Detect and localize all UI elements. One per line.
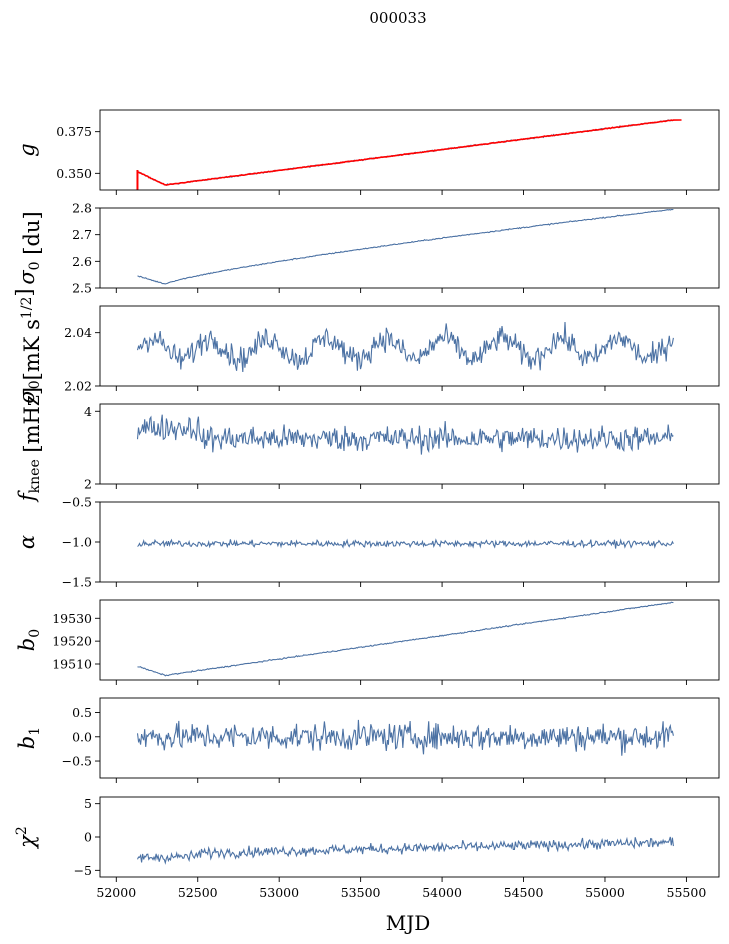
figure-title: 000033: [369, 9, 426, 27]
x-tick-label: 53500: [341, 885, 381, 900]
y-axis-label: α: [15, 535, 39, 549]
panel-alpha: −1.5 −1.0 −0.5 α: [15, 495, 720, 590]
panel-fknee: 2 4 fknee [mHz]: [15, 387, 720, 503]
x-tick-label: 54000: [422, 885, 462, 900]
y-tick-label: −0.5: [62, 495, 92, 510]
series-line-fknee: [136, 414, 674, 455]
series-line-chi2: [136, 836, 674, 865]
panel-sigma0_mK: 2.02 2.04 σ0[mK s1/2]: [12, 288, 720, 404]
axes-frame: [99, 599, 720, 681]
series-line-g-fit: [137, 119, 682, 186]
series-line-alpha: [137, 538, 674, 549]
y-tick-label: 0.350: [56, 166, 92, 181]
series-line-sigma0_mK: [136, 321, 674, 373]
y-tick-label: 2.6: [72, 254, 92, 269]
y-tick-label: −5: [74, 863, 92, 878]
y-tick-label: 19520: [52, 634, 92, 649]
axes-frame: [99, 403, 720, 485]
y-axis-label: fknee [mHz]: [15, 387, 44, 503]
panel-chi2: −5 0 5 52000 52500 53000 53500 54000 54500 55000 5…: [14, 796, 720, 900]
y-axis-label: χ2: [14, 826, 39, 850]
x-tick-label: 55000: [585, 885, 625, 900]
y-tick-label: 2.02: [64, 379, 92, 394]
y-tick-label: 2.5: [72, 281, 92, 296]
y-axis-label: σ0 [du]: [15, 211, 44, 284]
y-tick-label: 2.04: [64, 325, 92, 340]
panel-g: 0.350 0.375 g: [15, 109, 720, 195]
panel-b0: 19510 19520 19530 b0: [15, 599, 720, 685]
panel-b1: −0.5 0.0 0.5 b1: [15, 697, 720, 783]
y-tick-label: 2.7: [72, 227, 92, 242]
y-tick-label: 2.8: [72, 201, 92, 216]
panel-sigma0_du: 2.5 2.6 2.7 2.8 σ0 [du]: [15, 201, 720, 296]
y-tick-label: 5: [84, 796, 92, 811]
y-tick-label: 0.375: [56, 124, 92, 139]
x-tick-label: 52500: [178, 885, 218, 900]
y-tick-label: 0.5: [72, 705, 92, 720]
x-tick-label: 54500: [504, 885, 544, 900]
y-tick-label: 0.0: [72, 729, 92, 744]
panels-group: 0.350 0.375 g 2.5 2.6 2.7 2.8 σ0 [du] 2.02 2.04 σ0…: [12, 109, 720, 900]
y-tick-label: −0.5: [62, 754, 92, 769]
y-tick-label: 19510: [52, 657, 92, 672]
x-tick-label: 55500: [667, 885, 707, 900]
axes-frame: [99, 109, 720, 191]
axes-frame: [99, 796, 720, 878]
y-axis-label: σ0[mK s1/2]: [12, 288, 44, 403]
y-axis-label: b0: [15, 629, 43, 651]
series-line-b1: [136, 719, 674, 756]
y-tick-label: 19530: [52, 611, 92, 626]
series-line-sigma0_du: [137, 208, 674, 285]
y-tick-label: 0: [84, 830, 92, 845]
axes-frame: [99, 697, 720, 779]
axes-frame: [99, 207, 720, 289]
x-tick-label: 53000: [259, 885, 299, 900]
y-axis-label: b1: [15, 727, 43, 749]
y-tick-label: 4: [84, 404, 92, 419]
x-axis-label: MJD: [386, 911, 431, 935]
series-line-b0: [137, 601, 674, 677]
axes-frame: [99, 305, 720, 387]
y-tick-label: 2: [84, 477, 92, 492]
axes-frame: [99, 501, 720, 583]
x-tick-label: 52000: [96, 885, 136, 900]
y-tick-label: −1.0: [62, 535, 92, 550]
y-tick-label: −1.5: [62, 575, 92, 590]
y-axis-label: g: [15, 143, 39, 156]
